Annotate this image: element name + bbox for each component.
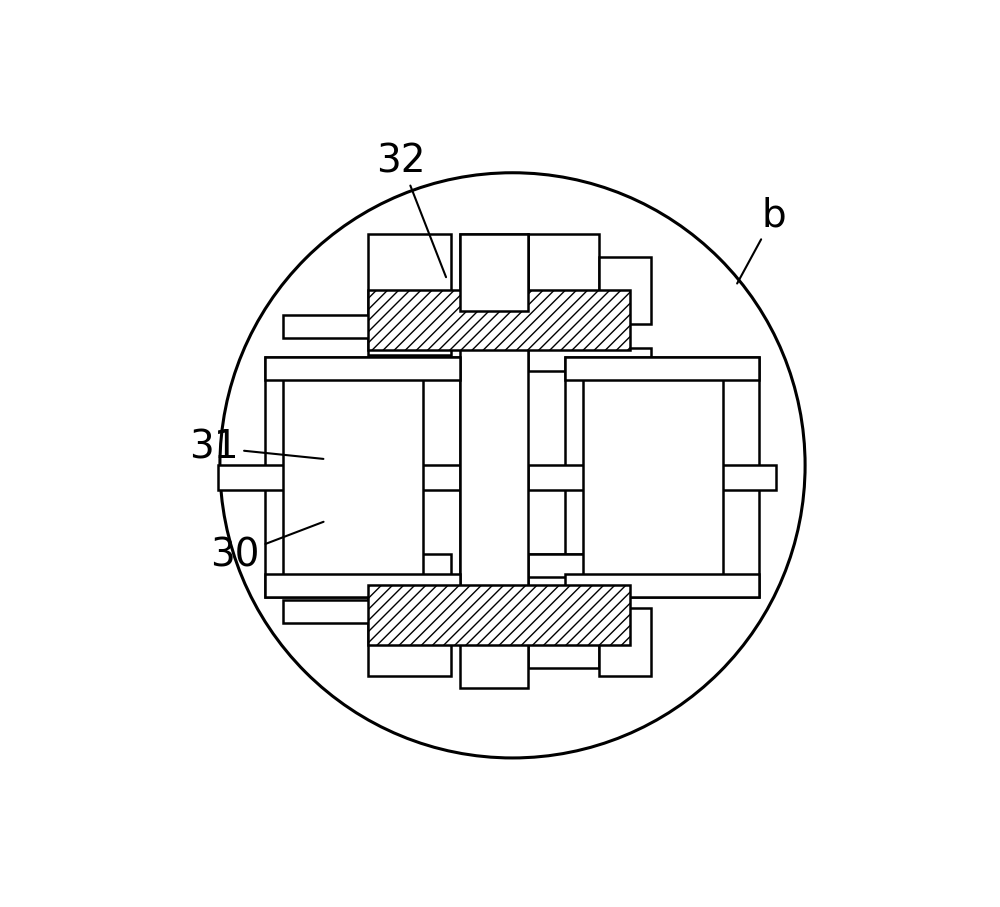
Bar <box>460 234 528 688</box>
Bar <box>528 465 776 490</box>
Bar <box>283 600 460 623</box>
Bar <box>528 234 599 347</box>
Bar <box>460 234 528 310</box>
Bar <box>283 376 423 575</box>
Bar <box>599 608 651 676</box>
Bar <box>599 257 651 325</box>
Bar <box>265 574 460 597</box>
Text: 30: 30 <box>211 522 324 574</box>
Bar <box>528 347 651 371</box>
Bar <box>368 234 451 356</box>
Bar <box>265 356 460 597</box>
Text: 31: 31 <box>189 429 323 466</box>
Bar <box>218 465 460 490</box>
Bar <box>565 356 759 597</box>
Bar <box>528 554 651 577</box>
Text: b: b <box>737 196 787 284</box>
Bar <box>283 316 460 338</box>
Bar <box>265 356 460 380</box>
Bar <box>565 574 759 597</box>
Bar <box>368 554 451 676</box>
Bar <box>368 290 630 350</box>
Bar <box>368 585 630 645</box>
Bar <box>528 554 599 668</box>
Text: 32: 32 <box>376 142 446 278</box>
Bar <box>583 376 723 575</box>
Bar <box>565 356 759 380</box>
